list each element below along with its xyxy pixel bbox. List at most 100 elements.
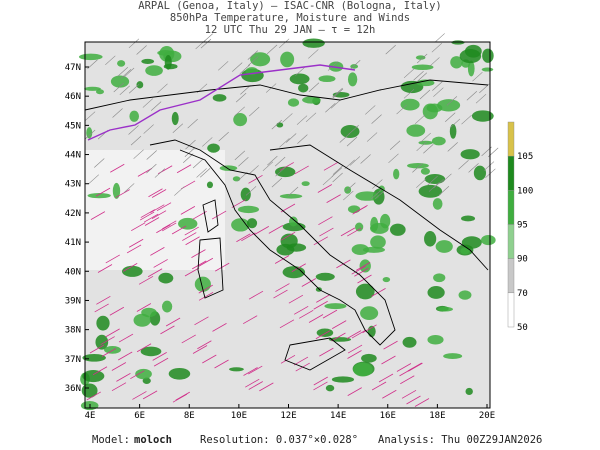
lat-label: 40N bbox=[65, 267, 81, 277]
wind-barb bbox=[248, 106, 260, 117]
wind-barb bbox=[92, 366, 108, 376]
moisture-patch bbox=[161, 300, 173, 313]
wind-barb bbox=[347, 387, 362, 396]
wind-barb bbox=[171, 225, 187, 235]
wind-barb bbox=[475, 93, 487, 104]
moisture-patch bbox=[406, 124, 426, 137]
wind-barb bbox=[165, 317, 181, 327]
wind-barb bbox=[88, 174, 99, 184]
moisture-patch bbox=[301, 181, 310, 187]
wind-barb bbox=[423, 144, 434, 154]
lon-label: 20E bbox=[479, 411, 495, 421]
moisture-patch bbox=[400, 98, 420, 111]
wind-barb bbox=[385, 44, 396, 55]
wind-barb bbox=[319, 347, 334, 357]
moisture-patch bbox=[473, 165, 486, 181]
wind-barb bbox=[218, 131, 229, 142]
moisture-patch bbox=[465, 387, 473, 396]
coastline bbox=[202, 199, 219, 233]
wind-barb bbox=[124, 183, 135, 193]
moisture-patch bbox=[471, 110, 494, 122]
wind-barb bbox=[293, 356, 309, 366]
wind-barb bbox=[365, 105, 376, 115]
wind-barb bbox=[389, 140, 401, 150]
wind-barb bbox=[301, 278, 317, 287]
wind-barb bbox=[123, 67, 135, 78]
wind-barb bbox=[248, 365, 263, 375]
wind-barb bbox=[187, 118, 198, 129]
wind-barb bbox=[416, 72, 428, 82]
wind-barb bbox=[372, 179, 383, 189]
wind-barb bbox=[157, 83, 168, 94]
wind-barb bbox=[396, 363, 412, 372]
wind-barb bbox=[445, 112, 456, 122]
moisture-patch bbox=[315, 272, 335, 281]
wind-barb bbox=[313, 300, 328, 310]
moisture-patch bbox=[411, 64, 434, 71]
wind-barb bbox=[89, 344, 105, 354]
wind-barb bbox=[360, 154, 371, 164]
moisture-patch bbox=[81, 383, 98, 398]
wind-barb bbox=[126, 244, 142, 254]
wind-barb bbox=[296, 115, 308, 125]
wind-barb bbox=[466, 91, 478, 101]
moisture-patch bbox=[402, 336, 417, 348]
wind-barb bbox=[117, 351, 133, 361]
wind-barb bbox=[299, 309, 314, 319]
moisture-patch bbox=[437, 306, 453, 312]
wind-barb bbox=[259, 382, 274, 392]
wind-barb bbox=[122, 263, 138, 272]
wind-barb bbox=[139, 211, 155, 221]
wind-barb bbox=[136, 343, 152, 353]
wind-barb bbox=[113, 82, 124, 93]
moisture-patch bbox=[370, 222, 389, 234]
wind-barb bbox=[231, 199, 247, 208]
wind-barb bbox=[268, 225, 284, 234]
wind-barb bbox=[322, 309, 338, 319]
moisture-patch bbox=[359, 259, 371, 273]
footer-resolution: Resolution: 0.037°×0.028° bbox=[200, 434, 358, 446]
wind-barb bbox=[355, 262, 371, 271]
wind-barb bbox=[191, 249, 206, 258]
header-line: 850hPa Temperature, Moisture and Winds bbox=[170, 12, 410, 24]
wind-barb bbox=[150, 204, 165, 214]
lat-label: 43N bbox=[65, 180, 81, 190]
wind-barb bbox=[254, 226, 270, 235]
wind-barb bbox=[308, 82, 320, 92]
moisture-patch bbox=[437, 99, 461, 112]
moisture-patch bbox=[276, 122, 284, 128]
wind-barb bbox=[388, 153, 399, 164]
wind-barb bbox=[111, 362, 127, 371]
colorbar-label: 50 bbox=[517, 323, 528, 333]
wind-barb bbox=[128, 38, 140, 49]
moisture-patch bbox=[82, 353, 106, 362]
wind-barb bbox=[215, 262, 230, 272]
lat-label: 45N bbox=[65, 121, 81, 131]
wind-barb bbox=[176, 164, 192, 174]
lon-label: 8E bbox=[184, 411, 195, 421]
moisture-patch bbox=[112, 182, 121, 199]
wind-barb bbox=[84, 129, 96, 140]
wind-barb bbox=[94, 158, 105, 168]
wind-barb bbox=[241, 232, 256, 242]
wind-barb bbox=[275, 166, 286, 177]
wind-barb bbox=[181, 334, 196, 344]
wind-barb bbox=[305, 112, 317, 123]
wind-barb bbox=[130, 135, 142, 146]
colorbar-label: 90 bbox=[517, 255, 528, 265]
coastline bbox=[84, 79, 489, 111]
lat-label: 47N bbox=[65, 63, 81, 73]
wind-barb bbox=[172, 393, 188, 403]
wind-barb bbox=[232, 62, 243, 72]
moisture-patch bbox=[95, 334, 109, 350]
colorbar-swatch bbox=[507, 190, 515, 225]
wind-barb bbox=[472, 71, 483, 82]
wind-barb bbox=[151, 210, 167, 220]
wind-barb bbox=[441, 173, 452, 184]
wind-barb bbox=[419, 89, 431, 100]
wind-barb bbox=[148, 188, 163, 198]
moisture-patch bbox=[231, 218, 250, 232]
wind-barb bbox=[180, 206, 196, 215]
wind-barb bbox=[196, 168, 207, 178]
colorbar-swatch bbox=[507, 258, 515, 294]
